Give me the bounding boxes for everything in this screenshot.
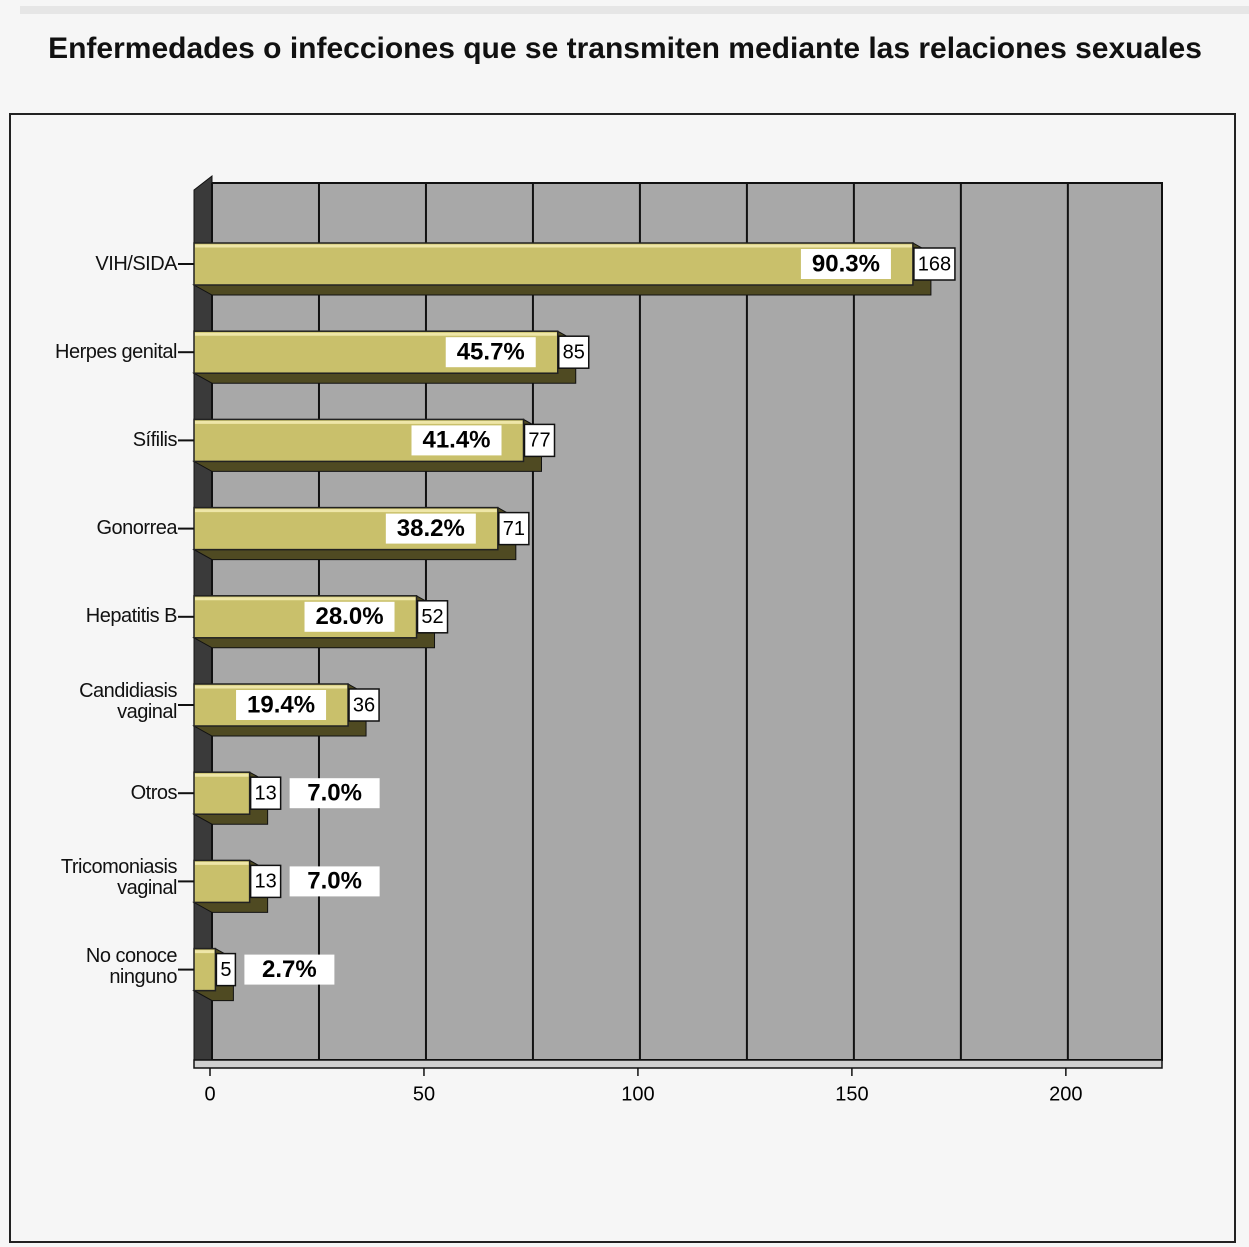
y-tick-label: Herpes genital [55,340,177,363]
y-tick-label: Otros [130,781,178,804]
count-label-box [416,600,449,634]
percent-label: 45.7% [457,339,525,366]
percent-label-box [411,425,502,456]
top-bar [20,6,1249,14]
floor [193,1059,1163,1069]
y-tick-label: Candidiasis vaginal [79,680,177,723]
percent-label-box [289,778,380,809]
y-tick-label: VIH/SIDA [95,252,177,275]
x-tick-label: 100 [621,1083,654,1105]
count-label-box [249,864,282,899]
x-tick-label: 150 [835,1083,868,1105]
percent-label: 2.7% [262,956,317,983]
count-label: 13 [255,782,277,804]
count-label-box [249,776,282,810]
count-label: 71 [503,518,525,540]
percent-label-box [236,690,327,720]
y-tick-label: Gonorrea [96,517,178,540]
count-label-box [523,423,556,458]
percent-label: 90.3% [812,250,880,277]
percent-label: 7.0% [307,780,362,807]
bar [193,859,251,904]
percent-label: 28.0% [315,603,383,630]
count-label: 36 [353,694,375,716]
count-label: 77 [528,430,550,452]
count-label-box [348,688,380,722]
percent-label-box [445,337,536,368]
percent-label: 38.2% [397,515,465,542]
percent-label-box [385,513,476,544]
bar [193,242,914,286]
count-label-box [913,247,956,281]
percent-label-box [304,601,395,632]
x-tick-label: 0 [204,1083,215,1105]
x-tick-label: 50 [413,1083,435,1105]
bar [193,771,251,815]
count-label: 85 [563,341,585,363]
y-tick-label: Hepatitis B [85,605,178,628]
percent-label: 41.4% [422,427,490,454]
bar [193,947,217,992]
count-label: 168 [918,253,951,275]
percent-label-box [800,249,891,279]
chart-title: Enfermedades o infecciones que se transm… [48,32,1202,65]
x-tick-label: 200 [1049,1083,1082,1105]
percent-label: 19.4% [247,691,315,718]
percent-label-box [289,866,380,897]
count-label: 13 [255,871,277,893]
count-label-box [557,335,590,369]
y-tick-label: Tricomoniasis vaginal [60,856,178,900]
count-label-box [498,511,530,546]
percent-label-box [244,954,335,985]
count-label: 5 [220,959,231,981]
percent-label: 7.0% [307,868,362,895]
y-tick-label: No conoce ninguno [85,944,178,988]
y-tick-label: Sífilis [132,428,178,451]
count-label: 52 [421,606,443,628]
count-label-box [215,952,237,987]
